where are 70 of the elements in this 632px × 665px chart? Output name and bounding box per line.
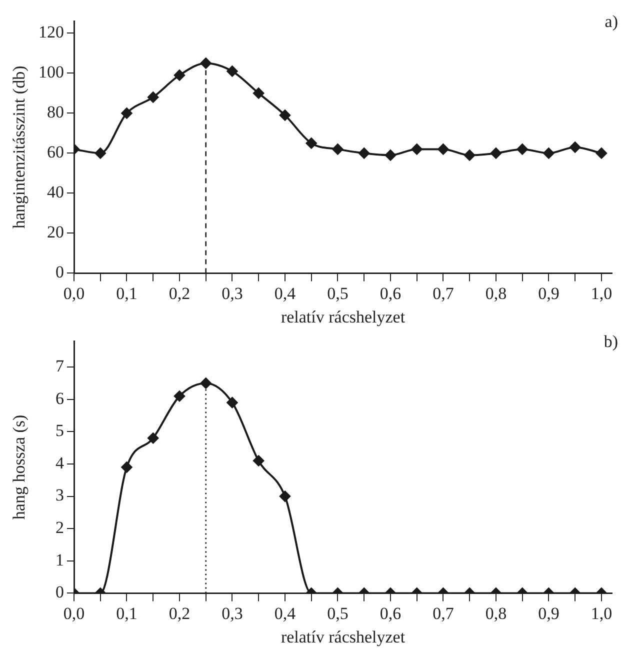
x-tick-label: 0,2	[168, 284, 190, 303]
x-tick-label: 0,5	[327, 284, 348, 303]
x-tick-label: 0,9	[538, 284, 560, 303]
annotation: b)	[604, 332, 618, 352]
x-tick-label: 0,4	[274, 284, 296, 303]
point	[174, 390, 185, 402]
y-tick-label: 100	[38, 62, 64, 82]
point	[464, 150, 476, 161]
x-tick-label: 0,4	[274, 604, 296, 623]
point	[148, 432, 159, 444]
y-tick-label: 4	[56, 453, 64, 472]
point	[279, 490, 290, 502]
point	[358, 148, 370, 159]
y-tick-label: 1	[56, 550, 64, 570]
point	[174, 70, 185, 81]
y-axis-title: hangintenzitásszint (db)	[10, 66, 29, 229]
point	[516, 144, 528, 155]
y-tick-label: 0	[56, 262, 64, 282]
point	[200, 58, 212, 69]
x-tick-label: 0,5	[327, 604, 348, 623]
point	[596, 148, 607, 159]
x-tick-label: 0,8	[485, 284, 507, 303]
x-tick-label: 0,9	[538, 604, 560, 623]
y-tick-label: 7	[56, 356, 64, 376]
point	[121, 108, 132, 119]
point	[121, 462, 132, 473]
y-tick-label: 60	[47, 142, 64, 162]
y-tick-label: 120	[38, 22, 64, 42]
point	[438, 144, 449, 155]
x-tick-label: 0,6	[380, 604, 402, 623]
y-tick-label: 5	[56, 421, 64, 440]
x-tick-label: 0,0	[63, 604, 85, 623]
x-axis-title: relatív rácshelyzet	[280, 307, 406, 326]
x-tick-label: 1,0	[590, 604, 612, 623]
x-tick-label: 0,1	[116, 604, 138, 623]
point	[200, 378, 212, 389]
point	[279, 110, 290, 121]
y-tick-label: 3	[56, 486, 64, 505]
point	[226, 66, 238, 77]
point	[253, 88, 264, 99]
y-tick-label: 20	[47, 222, 64, 242]
x-tick-label: 0,0	[63, 284, 85, 303]
x-axis-title: relatív rácshelyzet	[280, 627, 406, 646]
x-tick-label: 0,8	[485, 604, 507, 623]
y-tick-label: 6	[56, 388, 64, 408]
x-tick-label: 0,6	[380, 284, 402, 303]
y-tick-label: 0	[56, 582, 64, 602]
point	[148, 92, 159, 103]
y-tick-label: 2	[56, 518, 64, 538]
x-tick-label: 0,7	[432, 284, 454, 303]
x-tick-label: 0,7	[432, 604, 454, 623]
point	[332, 144, 344, 155]
x-tick-label: 0,1	[116, 284, 138, 303]
x-tick-label: 0,2	[168, 604, 190, 623]
point	[306, 138, 317, 149]
point	[570, 142, 581, 153]
x-tick-label: 0,3	[222, 284, 243, 303]
annotation: a)	[604, 12, 618, 32]
point	[253, 455, 264, 466]
point	[543, 148, 554, 159]
y-axis-title: hang hossza (s)	[10, 414, 29, 520]
point	[490, 148, 502, 159]
point	[226, 397, 238, 408]
y-tick-label: 40	[47, 182, 64, 202]
point	[94, 148, 106, 159]
point	[411, 144, 422, 155]
x-tick-label: 0,3	[222, 604, 243, 623]
y-tick-label: 80	[47, 102, 64, 122]
x-tick-label: 1,0	[590, 284, 612, 303]
point	[384, 150, 396, 161]
